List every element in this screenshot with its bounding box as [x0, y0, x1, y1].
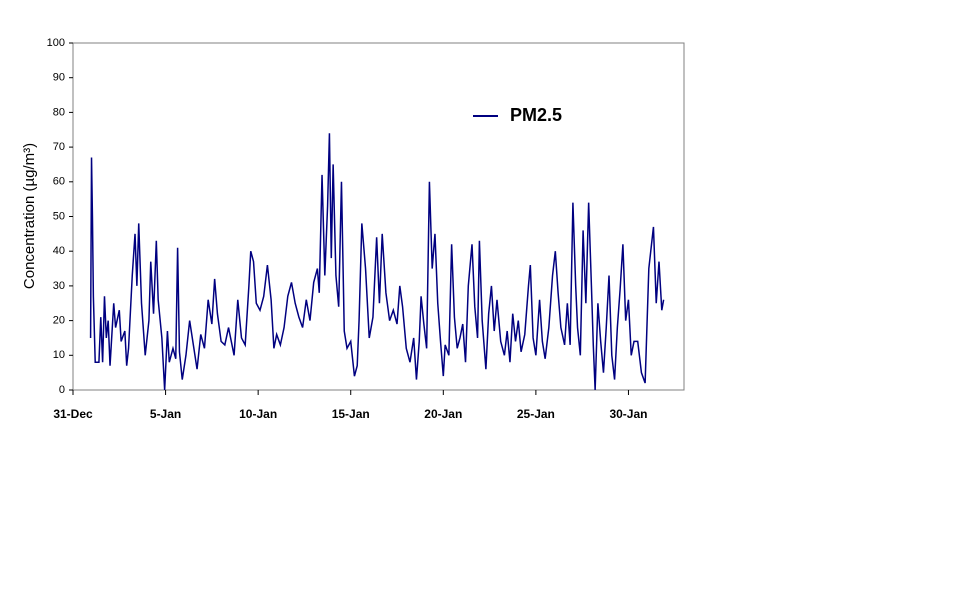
x-tick-label: 31-Dec [53, 407, 93, 421]
x-tick-label: 25-Jan [517, 407, 555, 421]
x-tick-label: 20-Jan [424, 407, 462, 421]
x-tick-label: 5-Jan [150, 407, 181, 421]
y-tick-label: 10 [53, 349, 65, 361]
y-tick-label: 90 [53, 72, 65, 84]
data-line [89, 133, 665, 391]
y-tick-label: 20 [53, 315, 65, 327]
y-tick-label: 80 [53, 106, 65, 118]
y-tick-label: 0 [59, 384, 65, 396]
y-tick-label: 30 [53, 280, 65, 292]
legend-label: PM2.5 [510, 105, 562, 125]
y-tick-label: 100 [47, 37, 65, 49]
y-axis-label: Concentration (µg/m³) [21, 143, 38, 289]
y-tick-label: 70 [53, 141, 65, 153]
x-tick-label: 10-Jan [239, 407, 277, 421]
x-tick-label: 30-Jan [609, 407, 647, 421]
y-tick-label: 50 [53, 210, 65, 222]
y-tick-label: 60 [53, 176, 65, 188]
x-tick-label: 15-Jan [332, 407, 370, 421]
y-tick-label: 40 [53, 245, 65, 257]
